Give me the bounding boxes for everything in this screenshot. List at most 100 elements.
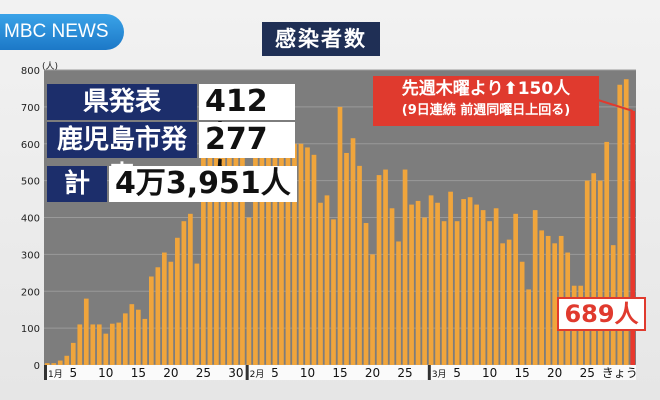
y-tick-label: 800 [21,66,40,77]
x-tick-label: 20 [163,366,178,380]
month-marker [427,365,431,380]
bar [279,143,284,365]
x-tick-label: 15 [131,366,146,380]
bar [324,195,330,365]
chart-title: 感染者数 [262,22,380,56]
bar [506,239,512,365]
callout-leader [597,99,634,112]
bar [168,261,174,365]
bar [233,143,239,365]
month-marker [44,365,47,380]
bar [422,217,427,365]
bar [246,217,252,365]
bar [214,143,219,365]
bar [142,318,148,365]
bar [83,298,89,365]
bar [552,243,558,365]
callout-line-1: 先週木曜より⬆150人 [401,79,571,99]
bar [623,79,629,365]
y-tick-label: 100 [21,324,40,335]
bar [129,304,135,365]
bar [441,221,447,365]
bar [96,324,102,365]
x-tick-label: 5 [271,366,279,380]
city-label: 鹿児島市発表 [47,122,197,191]
bar [500,243,505,365]
x-tick-label: 5 [453,366,461,380]
y-tick-label: 400 [21,214,40,225]
bar [266,143,271,365]
x-tick-label: 25 [397,366,412,380]
bar [461,199,466,365]
bar [135,309,141,365]
bar [220,143,226,365]
bar [591,173,597,365]
bar [526,289,532,365]
bar [298,143,304,365]
mbc-news-logo: MBC NEWS [0,14,124,50]
bar [311,154,317,365]
bar [109,323,115,365]
bar [402,169,408,365]
bar [207,143,213,365]
bar [519,261,525,365]
bar [253,143,258,365]
x-tick-label: 10 [482,366,497,380]
bar [148,276,154,365]
x-tick-label: 15 [515,366,530,380]
y-axis-unit: (人) [42,61,58,72]
latest-count-label: 689人 [557,297,646,331]
bar [51,363,57,365]
bar [474,204,479,365]
bar [448,191,453,365]
bar [415,200,421,365]
bar [604,141,610,365]
bar [584,180,590,365]
x-tick-label: 10 [300,366,315,380]
y-tick-label: 300 [21,250,40,261]
bar [77,324,83,365]
bar [428,195,434,365]
bar [396,241,401,365]
bar [201,143,206,365]
bar [363,223,369,365]
y-tick-label: 500 [21,177,40,188]
bar [70,342,76,365]
bar [272,143,278,365]
bar [188,213,193,365]
bar [285,143,291,365]
x-tick-label: 2月 [250,369,265,380]
bar [454,221,460,365]
bar [155,267,161,365]
total-value: 4万3,951人 [109,166,297,202]
bar [57,360,63,365]
x-tick-label: 30 [228,366,243,380]
x-tick-label: 20 [547,366,562,380]
bar [227,143,232,365]
bar [597,180,603,365]
bar [344,152,349,365]
month-marker [245,365,249,380]
city-value: 277人 [199,122,295,193]
bar [357,165,362,365]
x-tick-label: 15 [332,366,347,380]
bar [194,263,200,365]
prefecture-value: 412人 [199,84,295,155]
bar [259,143,265,365]
x-tick-label: 1月 [48,369,63,380]
bar [122,313,128,365]
bar [480,210,486,365]
x-axis-band [44,365,636,380]
bar [539,230,545,365]
bar [90,324,96,365]
latest-bar [630,110,636,366]
bar [435,202,440,365]
prefecture-label: 県発表 [47,84,197,120]
y-tick-label: 600 [21,140,40,151]
x-tick-label: きょう [602,366,638,380]
callout-line-2: (9日連続 前週同曜日上回る) [401,103,571,118]
bar [383,169,388,365]
x-tick-label: 3月 [432,369,447,380]
x-tick-label: 10 [98,366,113,380]
bar [331,219,336,365]
